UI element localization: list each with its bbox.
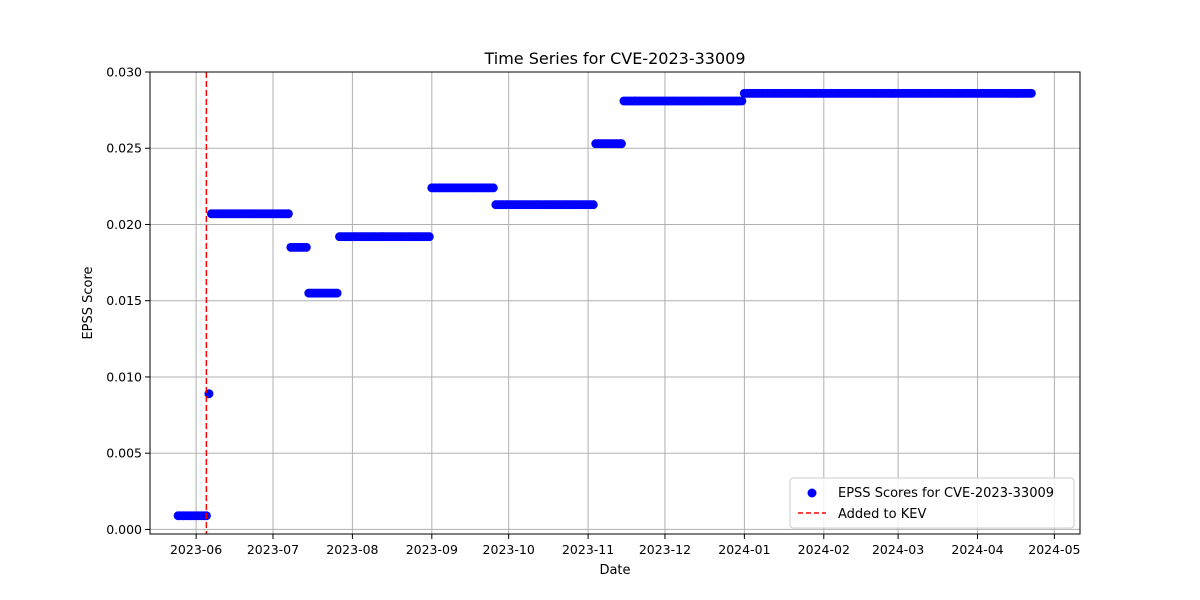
data-point [1026,88,1036,98]
plot-frame [149,71,1081,535]
data-point [332,288,342,298]
marks-layer [173,88,1036,521]
x-tick-label: 2023-07 [247,542,299,557]
x-tick-label: 2024-01 [718,542,770,557]
x-tick-label: 2024-03 [872,542,924,557]
data-point [737,96,747,106]
x-tick-label: 2023-11 [562,542,614,557]
x-tick-label: 2023-12 [639,542,691,557]
chart-title: Time Series for CVE-2023-33009 [483,49,745,68]
y-tick-label: 0.030 [106,65,142,80]
y-tick-label: 0.025 [106,141,142,156]
legend-label-kev: Added to KEV [838,507,926,522]
x-tick-label: 2024-04 [951,542,1003,557]
data-point [283,209,293,219]
legend-box [789,477,1075,529]
legend-label-epss: EPSS Scores for CVE-2023-33009 [838,486,1054,501]
data-point [616,139,626,149]
ticks-layer: 2023-06 2023-07 2023-08 2023-09 2023-10 2023-… [106,65,1080,558]
y-tick-label: 0.015 [106,293,142,308]
data-point [488,183,498,193]
y-tick-label: 0.010 [106,369,142,384]
x-tick-label: 2023-06 [170,542,222,557]
y-tick-label: 0.020 [106,217,142,232]
x-tick-label: 2024-05 [1028,542,1080,557]
legend: EPSS Scores for CVE-2023-33009 Added to … [789,477,1075,529]
y-tick-label: 0.005 [106,446,142,461]
x-tick-label: 2024-02 [798,542,850,557]
x-tick-label: 2023-08 [326,542,378,557]
legend-marker-epss [807,488,817,498]
x-axis-label: Date [599,563,630,578]
x-tick-label: 2023-09 [406,542,458,557]
data-point [588,200,598,210]
y-tick-label: 0.000 [106,522,142,537]
data-point [424,232,434,242]
data-point [301,242,311,252]
y-axis-label: EPSS Score [81,266,96,339]
x-tick-label: 2023-10 [483,542,535,557]
